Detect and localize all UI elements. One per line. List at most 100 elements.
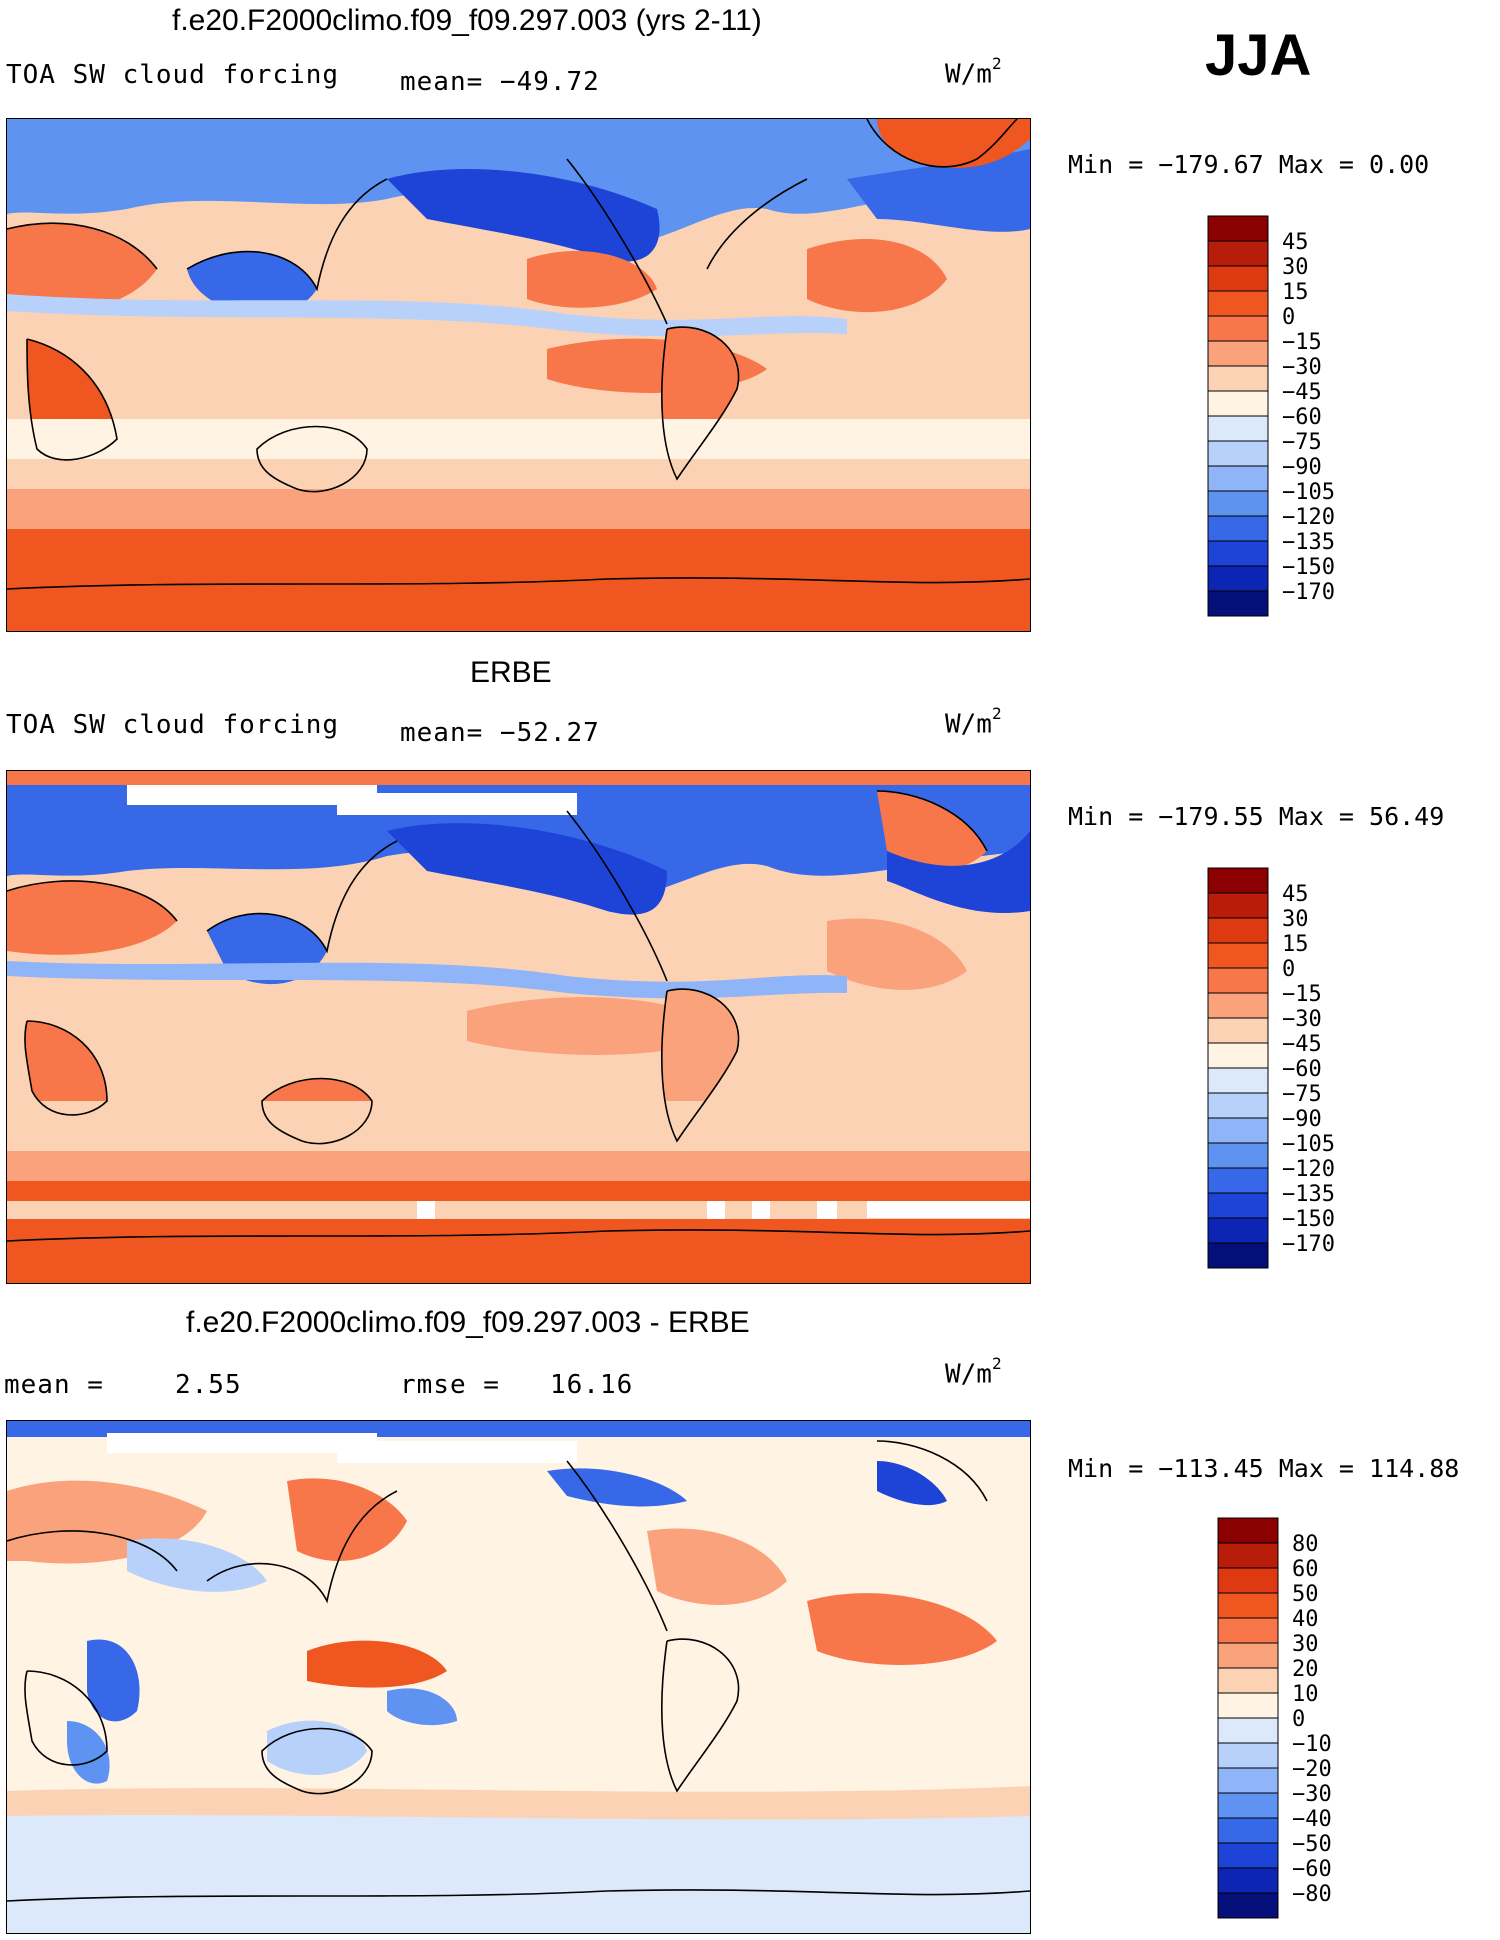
legend-tick-label: 15 [1282, 280, 1309, 305]
legend-swatch [1217, 1567, 1279, 1594]
legend-tick-label: 20 [1292, 1657, 1319, 1682]
legend-tick-label: 45 [1282, 230, 1309, 255]
legend-tick-label: −30 [1282, 355, 1322, 380]
legend-tick-label: −60 [1282, 1057, 1322, 1082]
panel3-rmse-label: rmse = [400, 1370, 500, 1400]
panel1-legend: 45 30 15 0 −15 −30 −45 −60 −75 −90 −105 −120 −135 −15… [1207, 215, 1408, 626]
legend-swatch [1207, 892, 1269, 919]
legend-tick-label: 80 [1292, 1532, 1319, 1557]
legend-swatch [1207, 515, 1269, 542]
legend-tick-label: −75 [1282, 1082, 1322, 1107]
legend-swatch [1207, 540, 1269, 567]
panel3-title: f.e20.F2000climo.f09_f09.297.003 - ERBE [186, 1306, 750, 1339]
legend-tick-label: 45 [1282, 882, 1309, 907]
legend-tick-label: −90 [1282, 1107, 1322, 1132]
panel3-minmax: Min = −113.45 Max = 114.88 [1068, 1454, 1460, 1483]
panel1-title: f.e20.F2000climo.f09_f09.297.003 (yrs 2-… [172, 4, 762, 37]
legend-swatch [1207, 215, 1269, 242]
legend-swatch [1207, 1067, 1269, 1094]
legend-tick-label: 0 [1282, 957, 1295, 982]
panel2-variable-label: TOA SW cloud forcing [6, 710, 340, 740]
panel3-rmse-value: 16.16 [550, 1370, 634, 1400]
legend-swatch [1207, 440, 1269, 467]
panel3-mean-label: mean = [4, 1370, 104, 1400]
legend-swatch [1207, 240, 1269, 267]
legend-tick-label: −15 [1282, 982, 1322, 1007]
panel2-legend: 45 30 15 0 −15 −30 −45 −60 −75 −90 −105 −120 −135 −15… [1207, 867, 1408, 1278]
legend-swatch [1207, 1167, 1269, 1194]
panel2-map [6, 770, 1031, 1284]
legend-tick-label: −150 [1282, 555, 1335, 580]
legend-tick-label: −135 [1282, 530, 1335, 555]
legend-swatch [1207, 565, 1269, 592]
legend-swatch [1207, 917, 1269, 944]
legend-swatch [1217, 1742, 1279, 1769]
legend-swatch [1217, 1692, 1279, 1719]
panel3-units: W/m2 [945, 1354, 1002, 1390]
legend-swatch [1207, 315, 1269, 342]
panel1-minmax: Min = −179.67 Max = 0.00 [1068, 150, 1430, 179]
legend-swatch [1207, 1142, 1269, 1169]
legend-tick-label: −50 [1292, 1832, 1332, 1857]
legend-tick-label: −30 [1292, 1782, 1332, 1807]
panel1-units: W/m2 [945, 54, 1002, 90]
legend-tick-label: −60 [1292, 1857, 1332, 1882]
legend-swatch [1207, 390, 1269, 417]
legend-tick-label: 30 [1282, 255, 1309, 280]
legend-tick-label: 0 [1282, 305, 1295, 330]
legend-tick-label: 50 [1292, 1582, 1319, 1607]
panel1-map [6, 118, 1031, 632]
legend-swatch [1217, 1517, 1279, 1544]
legend-swatch [1217, 1667, 1279, 1694]
panel2-mean: mean= −52.27 [400, 718, 600, 748]
legend-swatch [1217, 1817, 1279, 1844]
legend-tick-label: −150 [1282, 1207, 1335, 1232]
legend-tick-label: −30 [1282, 1007, 1322, 1032]
legend-tick-label: 40 [1292, 1607, 1319, 1632]
panel3-mean-value: 2.55 [175, 1370, 242, 1400]
legend-tick-label: −135 [1282, 1182, 1335, 1207]
legend-tick-label: −40 [1292, 1807, 1332, 1832]
legend-swatch [1217, 1617, 1279, 1644]
legend-tick-label: −120 [1282, 1157, 1335, 1182]
legend-tick-label: −170 [1282, 580, 1335, 605]
panel3-map [6, 1420, 1031, 1934]
legend-tick-label: −20 [1292, 1757, 1332, 1782]
legend-swatch [1207, 1017, 1269, 1044]
legend-swatch [1217, 1717, 1279, 1744]
panel3-legend: 80 60 50 40 30 20 10 0 −10 −20 −30 −40 −50 −60 −80 [1217, 1517, 1418, 1928]
legend-swatch [1207, 290, 1269, 317]
legend-tick-label: −80 [1292, 1882, 1332, 1907]
legend-swatch [1217, 1767, 1279, 1794]
legend-swatch [1217, 1842, 1279, 1869]
legend-swatch [1207, 1092, 1269, 1119]
legend-swatch [1217, 1867, 1279, 1894]
legend-tick-label: −105 [1282, 480, 1335, 505]
legend-swatch [1207, 1217, 1269, 1244]
legend-tick-label: −15 [1282, 330, 1322, 355]
panel1-variable-label: TOA SW cloud forcing [6, 60, 340, 90]
legend-tick-label: −120 [1282, 505, 1335, 530]
legend-tick-label: 0 [1292, 1707, 1305, 1732]
legend-swatch [1207, 992, 1269, 1019]
legend-tick-label: −45 [1282, 380, 1322, 405]
legend-swatch [1207, 340, 1269, 367]
legend-tick-label: −60 [1282, 405, 1322, 430]
panel2-units: W/m2 [945, 704, 1002, 740]
legend-swatch [1207, 490, 1269, 517]
legend-swatch [1217, 1592, 1279, 1619]
legend-swatch [1217, 1642, 1279, 1669]
season-label: JJA [1205, 23, 1312, 88]
legend-swatch [1207, 942, 1269, 969]
legend-tick-label: 60 [1292, 1557, 1319, 1582]
legend-swatch [1207, 967, 1269, 994]
legend-tick-label: −90 [1282, 455, 1322, 480]
legend-swatch [1207, 1242, 1269, 1269]
legend-swatch [1207, 265, 1269, 292]
legend-swatch [1207, 1192, 1269, 1219]
legend-swatch [1207, 415, 1269, 442]
legend-tick-label: 10 [1292, 1682, 1319, 1707]
legend-swatch [1207, 1117, 1269, 1144]
legend-tick-label: −170 [1282, 1232, 1335, 1257]
legend-tick-label: 30 [1292, 1632, 1319, 1657]
